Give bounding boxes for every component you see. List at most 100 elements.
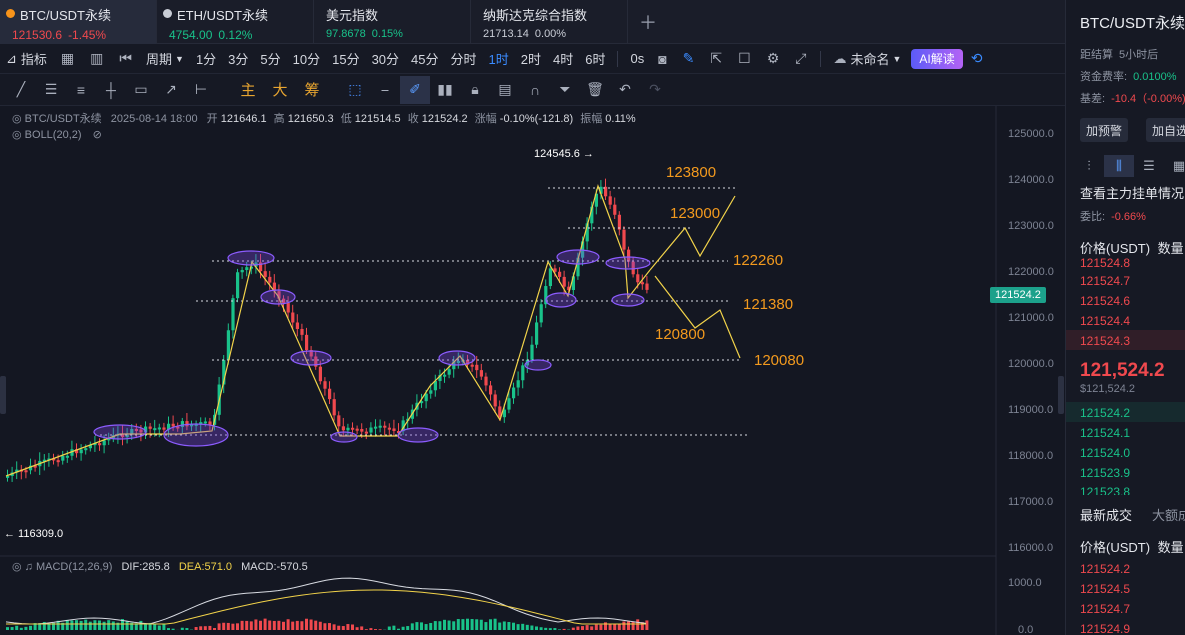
ask-row[interactable]: 121524.3 xyxy=(1080,334,1131,348)
macd-bar xyxy=(286,619,290,630)
orderbook-grid-icon[interactable]: ▦ xyxy=(1172,158,1185,173)
candle-body xyxy=(512,387,516,399)
ask-row[interactable]: 121524.8 xyxy=(1080,256,1131,270)
camera-icon[interactable]: ◙ xyxy=(658,50,667,67)
tab-dxy[interactable]: 美元指数 97.8678 0.15% xyxy=(314,0,471,44)
drawing-mode-icon[interactable]: ✐ xyxy=(400,75,430,104)
projection-up xyxy=(649,195,736,271)
tab-large-trades[interactable]: 大额成 xyxy=(1152,508,1185,523)
macd-bar xyxy=(466,618,469,630)
ruler-icon[interactable]: ⎯ xyxy=(381,81,389,97)
replay-icon[interactable]: ⏮ xyxy=(119,50,132,66)
layout-name-dropdown[interactable]: ☁ 未命名 ▼ xyxy=(833,50,902,68)
calendar-icon[interactable]: ▦ xyxy=(60,50,75,66)
macd-dif-line xyxy=(5,577,647,625)
macd-bar xyxy=(84,619,88,630)
add-alert-button[interactable]: 加预警 xyxy=(1080,118,1129,142)
macd-bar xyxy=(585,625,589,630)
tab-eth[interactable]: ETH/USDT永续 4754.00 0.12% xyxy=(157,0,314,44)
macd-bar xyxy=(332,624,336,630)
ask-row[interactable]: 121524.4 xyxy=(1080,314,1131,328)
interval-30m[interactable]: 30分 xyxy=(371,52,400,67)
template-icon[interactable]: ☐ xyxy=(738,50,751,66)
trash-icon[interactable]: 🗑︎ xyxy=(586,81,604,97)
candle-type-icon[interactable]: ▮▮ xyxy=(437,81,453,97)
tool-chips[interactable]: 筹 xyxy=(304,82,320,99)
left-panel-handle[interactable] xyxy=(0,376,6,414)
interval-6h[interactable]: 6时 xyxy=(585,52,606,67)
eye-icon[interactable]: ◎ xyxy=(12,113,22,125)
macd-bar xyxy=(19,627,23,630)
macd-bar xyxy=(594,624,598,630)
export-icon[interactable]: ⇱ xyxy=(710,50,723,66)
select-icon[interactable]: ⬚ xyxy=(348,81,362,97)
interval-2h[interactable]: 2时 xyxy=(520,52,541,67)
tab-nasdaq[interactable]: 纳斯达克综合指数 21713.14 0.00% xyxy=(471,0,628,44)
eye-hidden-icon[interactable]: ⊘ xyxy=(92,129,102,141)
magnet-icon[interactable]: ∩ xyxy=(529,81,541,98)
tab-btc[interactable]: BTC/USDT永续 121530.6 -1.45% xyxy=(0,0,157,44)
horizontal-lines-icon[interactable]: ☰ xyxy=(44,81,58,97)
indicator-button[interactable]: ⊿ 指标 xyxy=(6,50,47,68)
arrow-line-icon[interactable]: ↗ xyxy=(165,81,177,97)
bid-row[interactable]: 121524.1 xyxy=(1080,426,1131,440)
indicator-icon: ⊿ xyxy=(6,50,17,66)
interval-5m[interactable]: 5分 xyxy=(260,52,281,67)
bid-row[interactable]: 121523.9 xyxy=(1080,466,1131,480)
tool-main-force[interactable]: 主 xyxy=(240,82,256,99)
eye-icon[interactable]: ◎ xyxy=(12,129,22,141)
layout-icon[interactable]: ▥ xyxy=(90,50,104,66)
candle-body xyxy=(567,286,571,291)
interval-1h[interactable]: 1时 xyxy=(488,52,509,67)
os-button[interactable]: 0s xyxy=(630,51,645,66)
redo-icon[interactable]: ↷ xyxy=(649,81,661,97)
interval-3m[interactable]: 3分 xyxy=(228,52,249,67)
interval-1m[interactable]: 1分 xyxy=(195,52,217,67)
macd-bar xyxy=(562,628,566,630)
trendline-icon[interactable]: ╱ xyxy=(16,81,26,97)
lock-icon[interactable]: 🔒︎ xyxy=(471,81,479,97)
ask-row[interactable]: 121524.6 xyxy=(1080,294,1131,308)
pencil-icon[interactable]: ✎ xyxy=(682,50,695,66)
interval-45m[interactable]: 45分 xyxy=(411,52,439,67)
measure-icon[interactable]: ⊢ xyxy=(194,81,208,97)
macd-bar xyxy=(516,624,520,630)
filter-icon[interactable]: ⏷ xyxy=(559,81,571,97)
price-chart[interactable]: ◎ BTC/USDT永续 2025-08-14 18:00 开 121646.1… xyxy=(0,106,1065,635)
eye-icon[interactable]: ◎ xyxy=(12,561,22,573)
rectangle-icon[interactable]: ▭ xyxy=(134,81,148,97)
macd-bar xyxy=(443,619,446,630)
orderbook-both-icon[interactable]: ⫶ xyxy=(1087,158,1091,173)
fullscreen-icon[interactable]: ⤢ xyxy=(795,50,807,66)
bid-row[interactable]: 121524.2 xyxy=(1080,406,1131,420)
bid-row[interactable]: 121524.0 xyxy=(1080,446,1131,460)
share-icon[interactable]: ⟲ xyxy=(970,50,983,66)
interval-timeline[interactable]: 分时 xyxy=(450,52,477,67)
bell-icon[interactable]: ♫ xyxy=(24,561,33,573)
period-dropdown[interactable]: 周期 ▼ xyxy=(146,52,184,67)
interval-4h[interactable]: 4时 xyxy=(553,52,574,67)
right-panel-handle[interactable] xyxy=(1058,376,1064,414)
ask-row[interactable]: 121524.7 xyxy=(1080,274,1131,288)
tab-latest-trades[interactable]: 最新成交 xyxy=(1080,508,1133,523)
add-tab-button[interactable]: ＋ xyxy=(639,13,657,33)
orderbook-split-icon[interactable]: ⫼ xyxy=(1104,155,1134,177)
interval-15m[interactable]: 15分 xyxy=(332,52,360,67)
macd-bar xyxy=(254,619,258,630)
undo-icon[interactable]: ↶ xyxy=(619,81,631,97)
candle-body xyxy=(447,369,451,375)
depth-link[interactable]: 查看主力挂单情况 xyxy=(1080,186,1185,201)
candle-body xyxy=(558,271,562,277)
add-watchlist-button[interactable]: 加自选 xyxy=(1146,118,1185,142)
candle-body xyxy=(70,449,74,456)
ai-interpret-button[interactable]: AI解读 xyxy=(911,48,963,69)
interval-10m[interactable]: 10分 xyxy=(292,52,321,67)
zone-ellipse xyxy=(290,350,332,366)
gear-icon[interactable]: ⚙ xyxy=(766,50,780,66)
parallel-channel-icon[interactable]: ≡ xyxy=(76,81,86,98)
horizontal-ray-icon[interactable]: ┼ xyxy=(106,81,116,98)
bid-row[interactable]: 121523.8 xyxy=(1080,485,1131,495)
note-icon[interactable]: ▤ xyxy=(498,81,512,97)
orderbook-list-icon[interactable]: ☰ xyxy=(1143,158,1155,173)
tool-big-order[interactable]: 大 xyxy=(272,82,288,99)
